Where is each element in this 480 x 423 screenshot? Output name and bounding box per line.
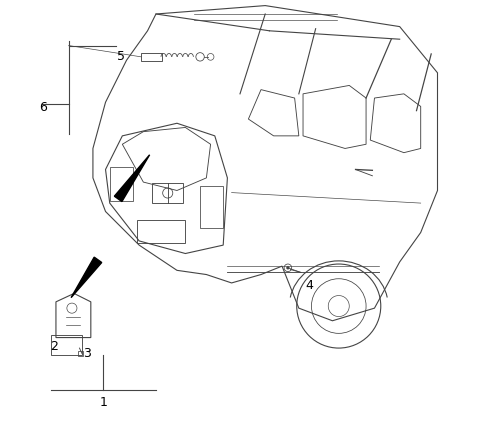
- Bar: [137, 220, 185, 243]
- Bar: [110, 168, 133, 201]
- Bar: [152, 183, 183, 203]
- Bar: [141, 52, 162, 61]
- Polygon shape: [114, 155, 150, 202]
- Text: 3: 3: [83, 346, 91, 360]
- Text: 1: 1: [99, 396, 108, 409]
- Bar: [78, 351, 83, 357]
- Text: 4: 4: [305, 278, 313, 291]
- Text: 5: 5: [118, 50, 125, 63]
- Circle shape: [286, 266, 289, 269]
- Bar: [200, 186, 223, 228]
- Text: 6: 6: [39, 101, 47, 114]
- Polygon shape: [71, 257, 102, 298]
- Text: 2: 2: [50, 341, 58, 353]
